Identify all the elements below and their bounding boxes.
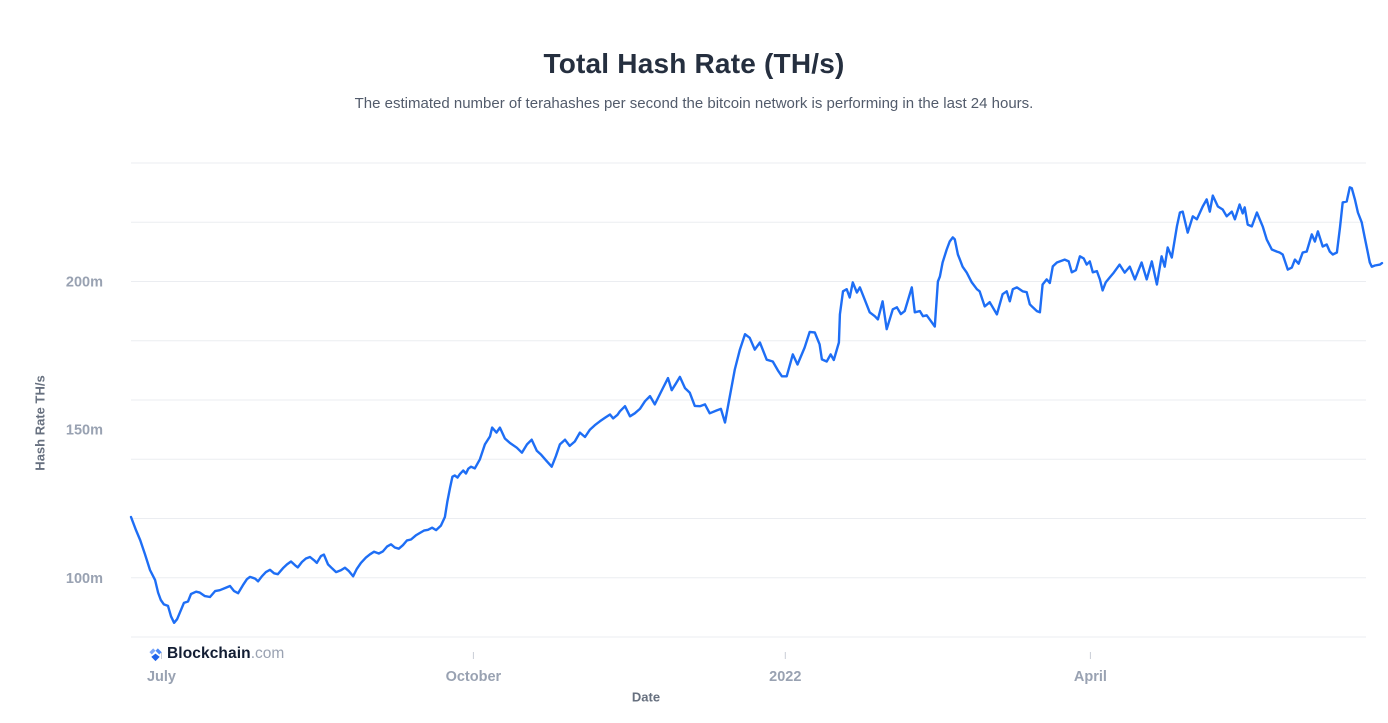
- blockchain-cube-icon: [149, 647, 162, 661]
- y-tick-label: 200m: [66, 275, 103, 291]
- y-tick-label: 150m: [66, 423, 103, 439]
- x-tick-label: April: [1074, 669, 1107, 685]
- x-tick-label: July: [147, 669, 176, 685]
- x-axis-title: Date: [631, 689, 661, 705]
- y-axis-title: Hash Rate TH/s: [32, 375, 48, 471]
- blockchain-logo: Blockchain.com: [148, 645, 284, 663]
- y-tick-label: 100m: [66, 571, 103, 587]
- chart-title: Total Hash Rate (TH/s): [543, 48, 845, 79]
- hash-rate-line[interactable]: [129, 186, 1384, 624]
- x-tick-label: October: [446, 669, 502, 685]
- chart-subtitle: The estimated number of terahashes per s…: [354, 95, 1034, 112]
- logo-brand-text: Blockchain: [167, 645, 251, 662]
- logo-suffix-text: .com: [250, 645, 285, 662]
- x-tick-label: 2022: [769, 669, 801, 685]
